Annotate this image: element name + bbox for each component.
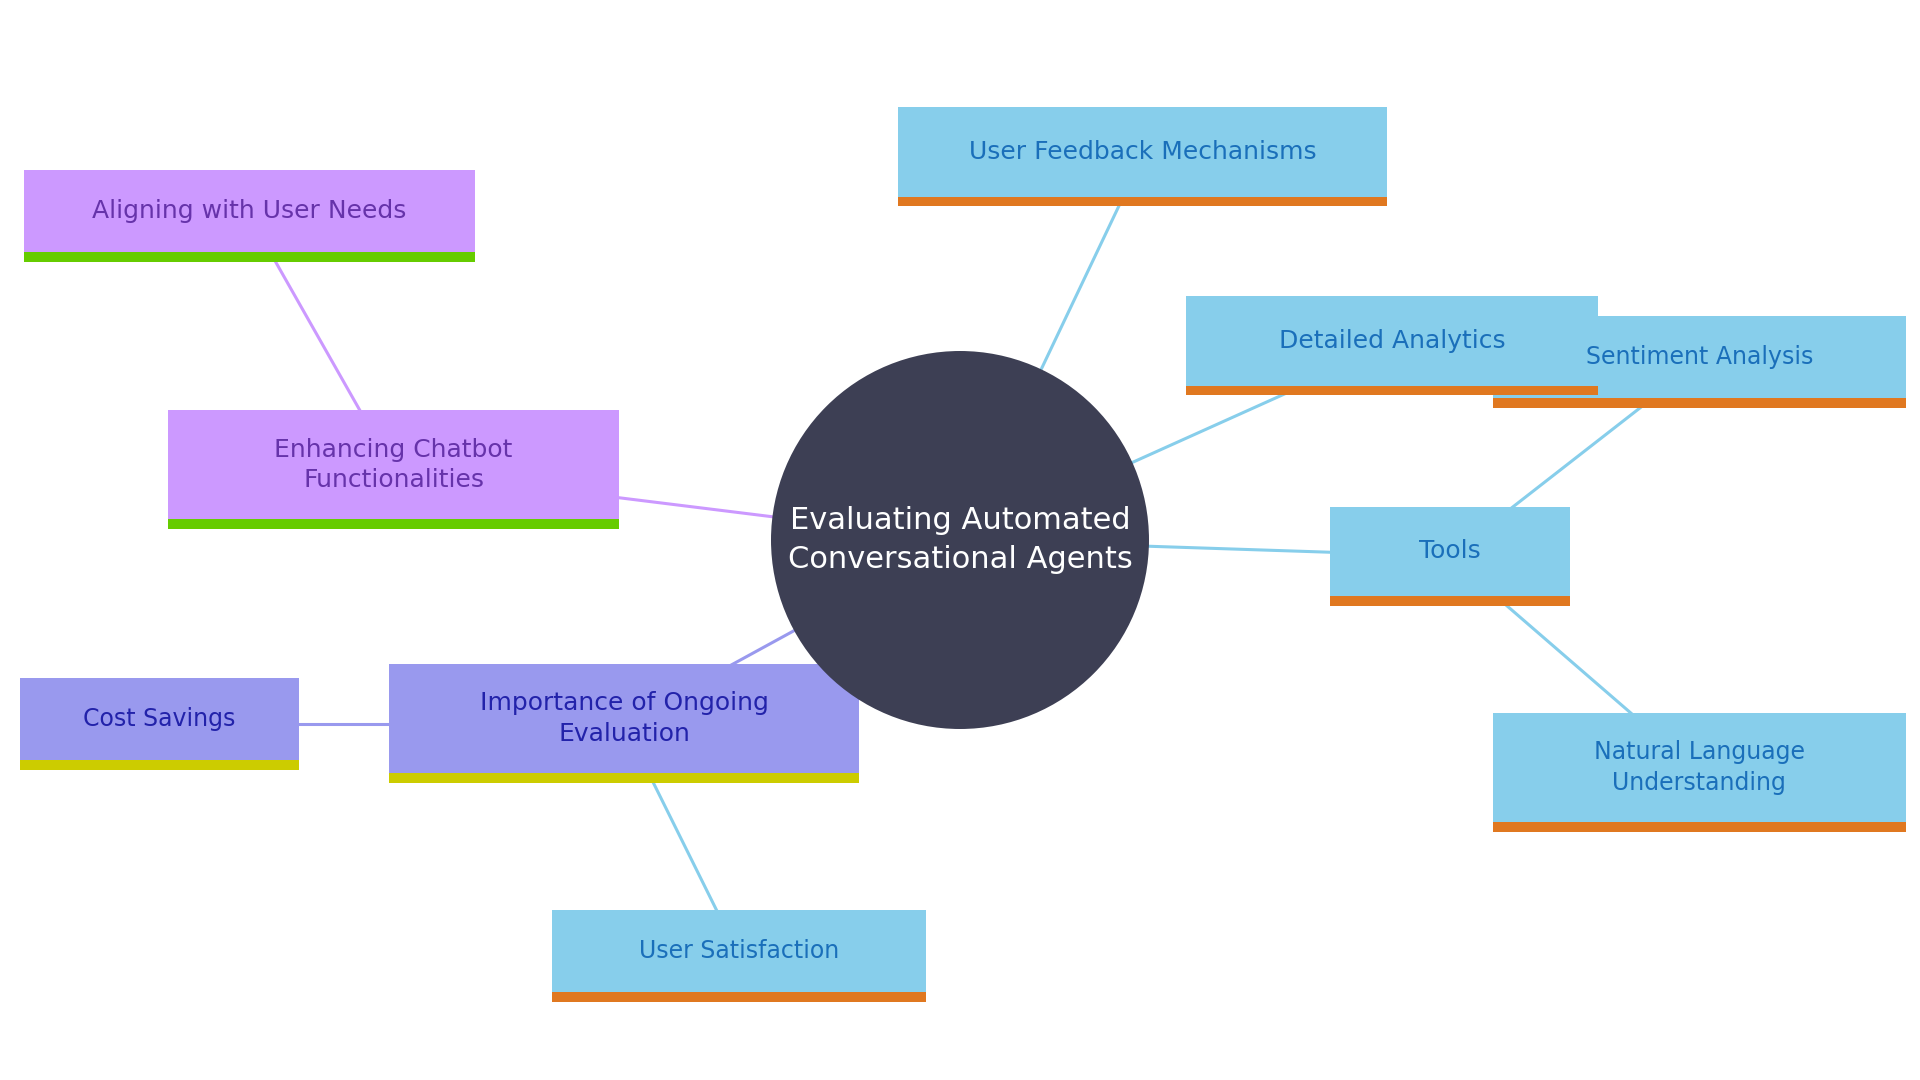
Text: Cost Savings: Cost Savings [83,706,236,731]
FancyBboxPatch shape [1494,397,1905,407]
FancyBboxPatch shape [169,410,618,529]
FancyBboxPatch shape [1494,822,1905,832]
FancyBboxPatch shape [1494,713,1905,832]
FancyBboxPatch shape [21,678,300,769]
FancyBboxPatch shape [897,107,1386,206]
Text: Importance of Ongoing
Evaluation: Importance of Ongoing Evaluation [480,691,768,746]
Text: User Satisfaction: User Satisfaction [639,939,839,963]
Ellipse shape [772,351,1148,729]
FancyBboxPatch shape [388,664,860,783]
Text: Natural Language
Understanding: Natural Language Understanding [1594,740,1805,795]
Text: Tools: Tools [1419,539,1480,564]
Text: Detailed Analytics: Detailed Analytics [1279,328,1505,353]
FancyBboxPatch shape [553,991,925,1002]
Text: User Feedback Mechanisms: User Feedback Mechanisms [968,139,1317,164]
Text: Evaluating Automated
Conversational Agents: Evaluating Automated Conversational Agen… [787,507,1133,573]
Text: Aligning with User Needs: Aligning with User Needs [92,199,407,224]
FancyBboxPatch shape [1329,507,1569,606]
FancyBboxPatch shape [169,519,618,529]
FancyBboxPatch shape [25,170,476,261]
FancyBboxPatch shape [1185,386,1597,395]
Text: Sentiment Analysis: Sentiment Analysis [1586,345,1812,369]
Text: Enhancing Chatbot
Functionalities: Enhancing Chatbot Functionalities [275,437,513,492]
FancyBboxPatch shape [553,909,925,1002]
FancyBboxPatch shape [21,760,300,769]
FancyBboxPatch shape [1185,296,1597,395]
FancyBboxPatch shape [1329,596,1569,606]
FancyBboxPatch shape [25,252,476,261]
FancyBboxPatch shape [897,197,1386,206]
FancyBboxPatch shape [1494,315,1905,407]
FancyBboxPatch shape [388,773,860,783]
